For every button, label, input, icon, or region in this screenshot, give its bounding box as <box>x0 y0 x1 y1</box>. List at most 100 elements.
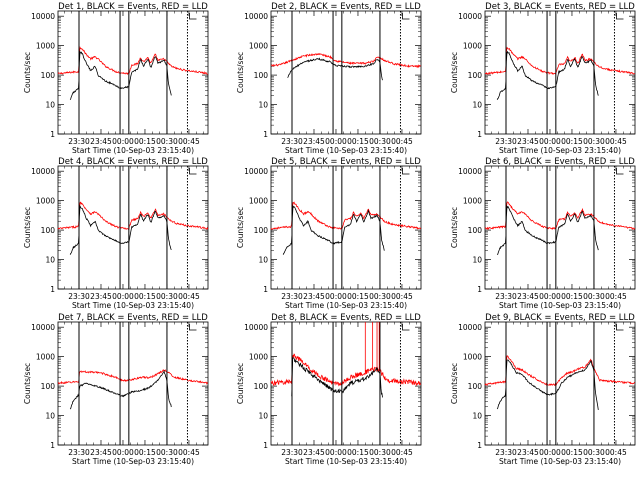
plot-frame <box>57 321 209 446</box>
x-tick-label: 00:45 <box>391 448 413 457</box>
x-axis-label: Start Time (10-Sep-03 23:15:40) <box>285 301 407 310</box>
y-tick-label: 100 <box>254 71 269 80</box>
plot-frame <box>270 321 422 446</box>
y-tick-label: 100 <box>41 382 56 391</box>
x-axis-label: Start Time (10-Sep-03 23:15:40) <box>72 301 194 310</box>
y-tick-label: 1 <box>477 441 482 450</box>
x-tick-label: 00:15 <box>134 137 156 146</box>
chart-title: Det 8, BLACK = Events, RED = LLD <box>271 313 421 323</box>
chart-title: Det 9, BLACK = Events, RED = LLD <box>485 313 635 323</box>
y-tick-label: 1000 <box>249 42 268 51</box>
x-tick-label: 00:00 <box>112 137 134 146</box>
plot-frame <box>270 165 422 290</box>
corner-marker <box>402 168 410 175</box>
y-tick-label: 10 <box>45 256 55 265</box>
x-tick-label: 00:15 <box>134 448 156 457</box>
x-axis-label: Start Time (10-Sep-03 23:15:40) <box>499 146 621 155</box>
y-tick-label: 10000 <box>458 12 482 21</box>
y-tick-label: 1 <box>263 441 268 450</box>
x-axis-label: Start Time (10-Sep-03 23:15:40) <box>285 146 407 155</box>
x-tick-label: 23:30 <box>495 137 517 146</box>
y-axis-label: Counts/sec <box>23 207 32 248</box>
x-tick-label: 23:30 <box>281 137 303 146</box>
y-tick-label: 1000 <box>36 353 55 362</box>
x-tick-label: 23:45 <box>303 292 325 301</box>
y-tick-label: 100 <box>468 71 483 80</box>
x-tick-label: 00:30 <box>583 137 605 146</box>
y-tick-label: 100 <box>41 226 56 235</box>
x-tick-label: 00:15 <box>347 137 369 146</box>
x-tick-label: 00:30 <box>369 137 391 146</box>
x-tick-label: 00:45 <box>391 137 413 146</box>
x-tick-label: 23:45 <box>517 137 539 146</box>
y-tick-label: 1000 <box>36 42 55 51</box>
x-tick-label: 00:00 <box>325 137 347 146</box>
chart-panel-3: Det 3, BLACK = Events, RED = LLD 1 10 100 10… <box>450 2 636 155</box>
lld-series-line <box>57 46 209 76</box>
chart-title: Det 2, BLACK = Events, RED = LLD <box>271 2 421 12</box>
x-tick-label: 00:30 <box>583 448 605 457</box>
corner-marker <box>616 324 624 331</box>
corner-marker <box>189 168 197 175</box>
x-tick-label: 23:30 <box>495 292 517 301</box>
events-series-line <box>287 57 383 81</box>
x-tick-label: 00:45 <box>605 137 627 146</box>
y-tick-label: 100 <box>468 382 483 391</box>
x-tick-label: 23:45 <box>303 448 325 457</box>
lld-series-line <box>57 201 209 230</box>
lld-series-line <box>270 201 422 230</box>
y-tick-label: 1000 <box>463 42 482 51</box>
lld-series-line <box>270 52 421 69</box>
chart-title: Det 3, BLACK = Events, RED = LLD <box>485 2 635 12</box>
y-axis-label: Counts/sec <box>450 52 459 93</box>
x-tick-label: 00:45 <box>605 448 627 457</box>
chart-title: Det 6, BLACK = Events, RED = LLD <box>485 157 635 167</box>
chart-panel-6: Det 6, BLACK = Events, RED = LLD 1 10 100 10… <box>450 157 636 310</box>
y-tick-label: 10 <box>472 101 482 110</box>
x-tick-label: 00:45 <box>605 292 627 301</box>
y-tick-label: 10000 <box>31 323 55 332</box>
x-tick-label: 00:15 <box>561 292 583 301</box>
chart-panel-2: Det 2, BLACK = Events, RED = LLD 1 10 100 10… <box>236 2 422 155</box>
y-tick-label: 100 <box>254 382 269 391</box>
y-tick-label: 1 <box>263 130 268 139</box>
y-tick-label: 1 <box>50 130 55 139</box>
y-axis-label: Counts/sec <box>23 363 32 404</box>
y-tick-label: 10 <box>258 412 268 421</box>
x-tick-label: 00:00 <box>325 448 347 457</box>
x-tick-label: 00:00 <box>112 292 134 301</box>
x-axis-label: Start Time (10-Sep-03 23:15:40) <box>499 301 621 310</box>
x-tick-label: 00:45 <box>178 292 200 301</box>
lld-series-line <box>484 46 635 75</box>
y-tick-label: 1 <box>477 285 482 294</box>
plot-frame <box>57 165 209 290</box>
y-tick-label: 100 <box>468 226 483 235</box>
x-tick-label: 23:30 <box>281 448 303 457</box>
events-series-line <box>291 357 383 398</box>
x-tick-label: 00:30 <box>369 292 391 301</box>
y-axis-label: Counts/sec <box>450 363 459 404</box>
y-tick-label: 10000 <box>458 167 482 176</box>
corner-marker <box>402 324 410 331</box>
plot-frame <box>270 10 422 135</box>
y-tick-label: 1 <box>263 285 268 294</box>
chart-panel-4: Det 4, BLACK = Events, RED = LLD 1 10 100 10… <box>23 157 209 310</box>
x-tick-label: 23:30 <box>495 448 517 457</box>
chart-panel-1: Det 1, BLACK = Events, RED = LLD 1 10 100 10… <box>23 2 209 155</box>
y-tick-label: 10000 <box>244 12 268 21</box>
y-tick-label: 1000 <box>249 353 268 362</box>
lld-series-line <box>57 369 209 385</box>
y-tick-label: 1 <box>50 441 55 450</box>
x-tick-label: 00:30 <box>156 448 178 457</box>
plot-frame <box>484 165 636 290</box>
y-tick-label: 10 <box>472 412 482 421</box>
x-tick-label: 00:00 <box>539 137 561 146</box>
y-axis-label: Counts/sec <box>450 207 459 248</box>
y-tick-label: 10 <box>472 256 482 265</box>
events-series-line <box>69 369 172 410</box>
y-tick-label: 1000 <box>249 197 268 206</box>
x-tick-label: 23:45 <box>303 137 325 146</box>
y-tick-label: 10000 <box>244 323 268 332</box>
lld-series-line <box>270 353 422 387</box>
